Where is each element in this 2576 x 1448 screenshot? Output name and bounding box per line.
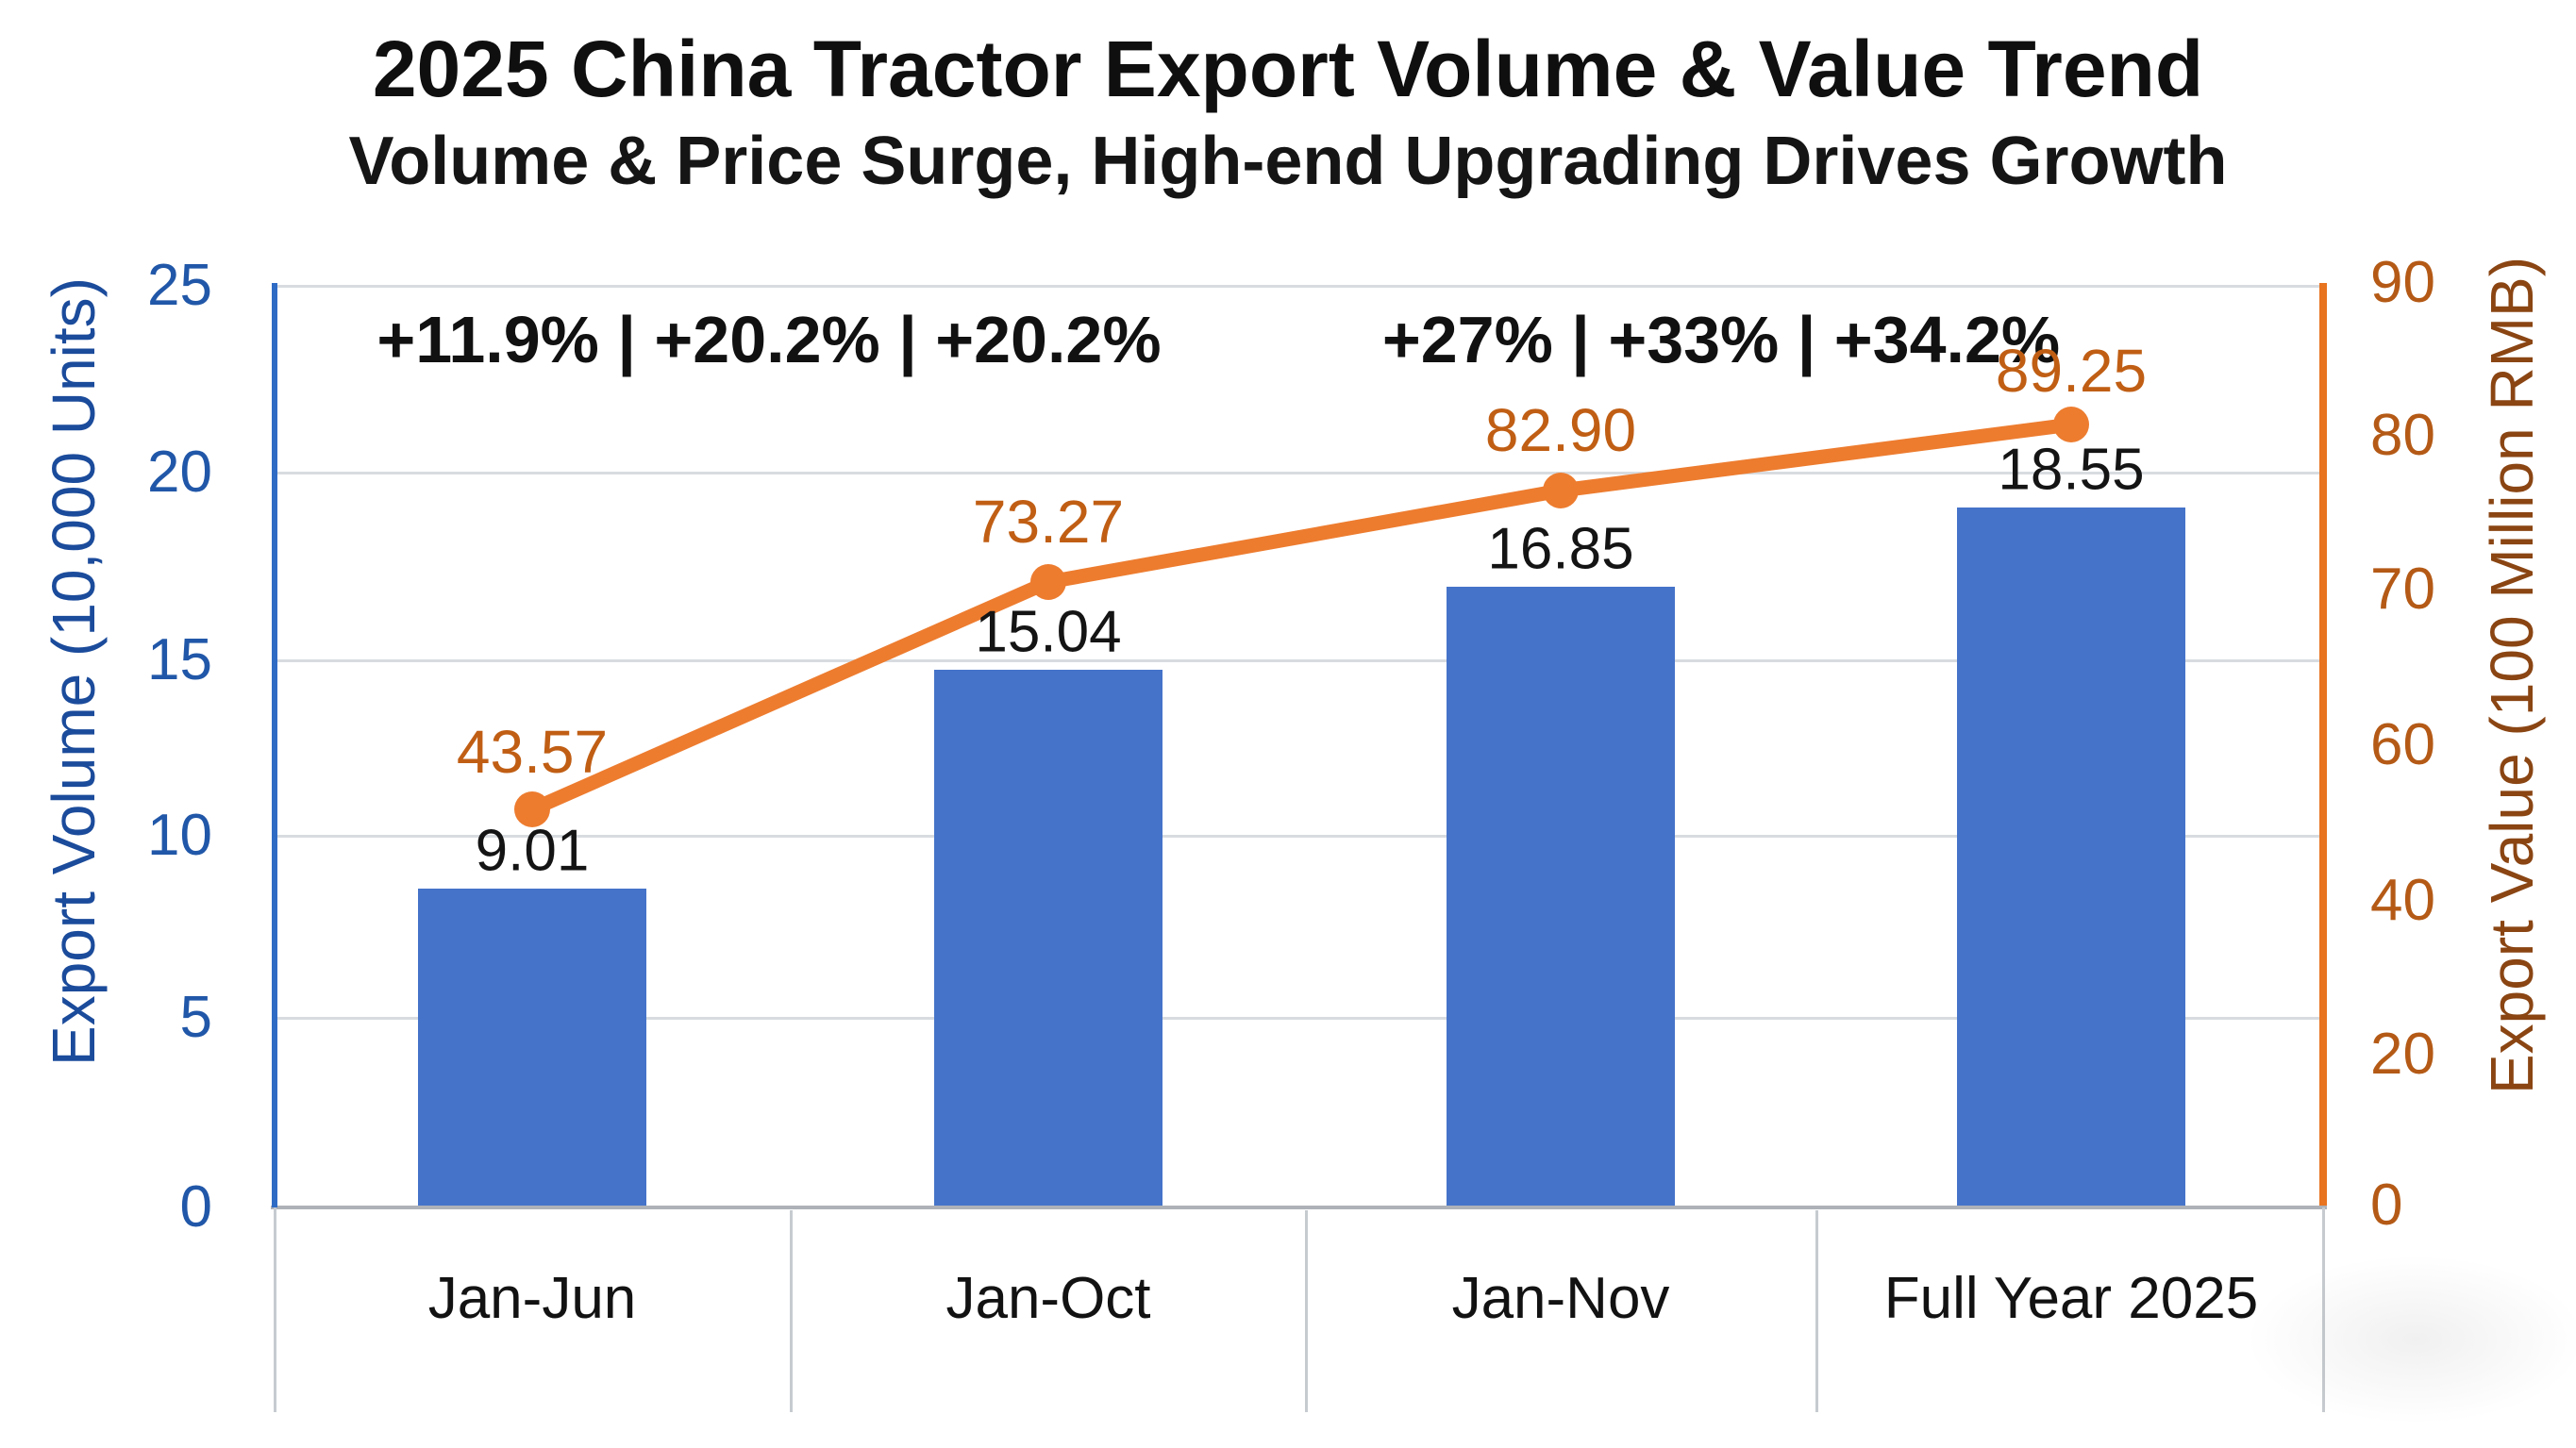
chart-subtitle: Volume & Price Surge, High-end Upgrading… [348,124,2228,199]
bar-2 [934,670,1163,1207]
left-axis-continuation [274,1207,276,1412]
chart-title: 2025 China Tractor Export Volume & Value… [372,25,2204,113]
left-axis-line [272,283,277,1207]
left-axis-tick-0: 0 [179,1174,212,1240]
left-axis-tick-15: 15 [147,627,212,692]
line-value-label-1: 43.57 [456,718,609,786]
category-label-4: Full Year 2025 [1883,1266,2259,1331]
bar-value-label-1: 9.01 [475,818,590,884]
left-axis-tick-5: 5 [179,985,212,1050]
export-value-point-3 [1543,473,1579,508]
right-axis-line [2319,283,2327,1206]
bar-value-label-3: 16.85 [1487,516,1634,582]
right-axis-tick-0: 0 [2370,1173,2403,1238]
export-value-point-2 [1030,564,1066,600]
line-value-label-2: 73.27 [972,488,1125,556]
x-axis-line [271,1206,2327,1209]
line-value-label-4: 89.25 [1995,337,2148,405]
left-axis-tick-20: 20 [147,440,212,505]
corner-shadow-decoration [2246,1255,2576,1424]
gridline-4 [275,1017,2323,1020]
category-label-1: Jan-Jun [427,1266,637,1331]
left-axis-tick-25: 25 [147,253,212,318]
gridline-0 [275,285,2323,288]
export-value-line [525,417,2079,817]
category-separator-1 [1305,1210,1308,1412]
right-axis-tick-20: 20 [2370,1022,2435,1087]
right-axis-tick-90: 90 [2370,250,2435,315]
bar-value-label-4: 18.55 [1998,437,2145,503]
line-value-label-3: 82.90 [1484,396,1637,464]
gridline-3 [275,835,2323,838]
right-axis-continuation [2322,1207,2325,1412]
category-separator-0 [790,1210,793,1412]
right-axis-tick-80: 80 [2370,403,2435,468]
right-axis-tick-40: 40 [2370,868,2435,933]
bar-4 [1957,508,2185,1207]
annotation-volume-growth: +11.9% | +20.2% | +20.2% [376,303,1162,376]
category-separator-2 [1815,1210,1818,1412]
right-axis-tick-60: 60 [2370,712,2435,777]
bar-value-label-2: 15.04 [975,599,1122,665]
left-axis-tick-10: 10 [147,803,212,868]
bar-3 [1447,587,1675,1207]
category-label-2: Jan-Oct [945,1266,1151,1331]
annotation-value-growth: +27% | +33% | +34.2% [1381,303,2061,376]
category-label-3: Jan-Nov [1451,1266,1670,1331]
right-axis-tick-70: 70 [2370,557,2435,622]
right-axis-title: Export Value (100 Million RMB) [2478,256,2546,1095]
bar-1 [418,889,646,1207]
